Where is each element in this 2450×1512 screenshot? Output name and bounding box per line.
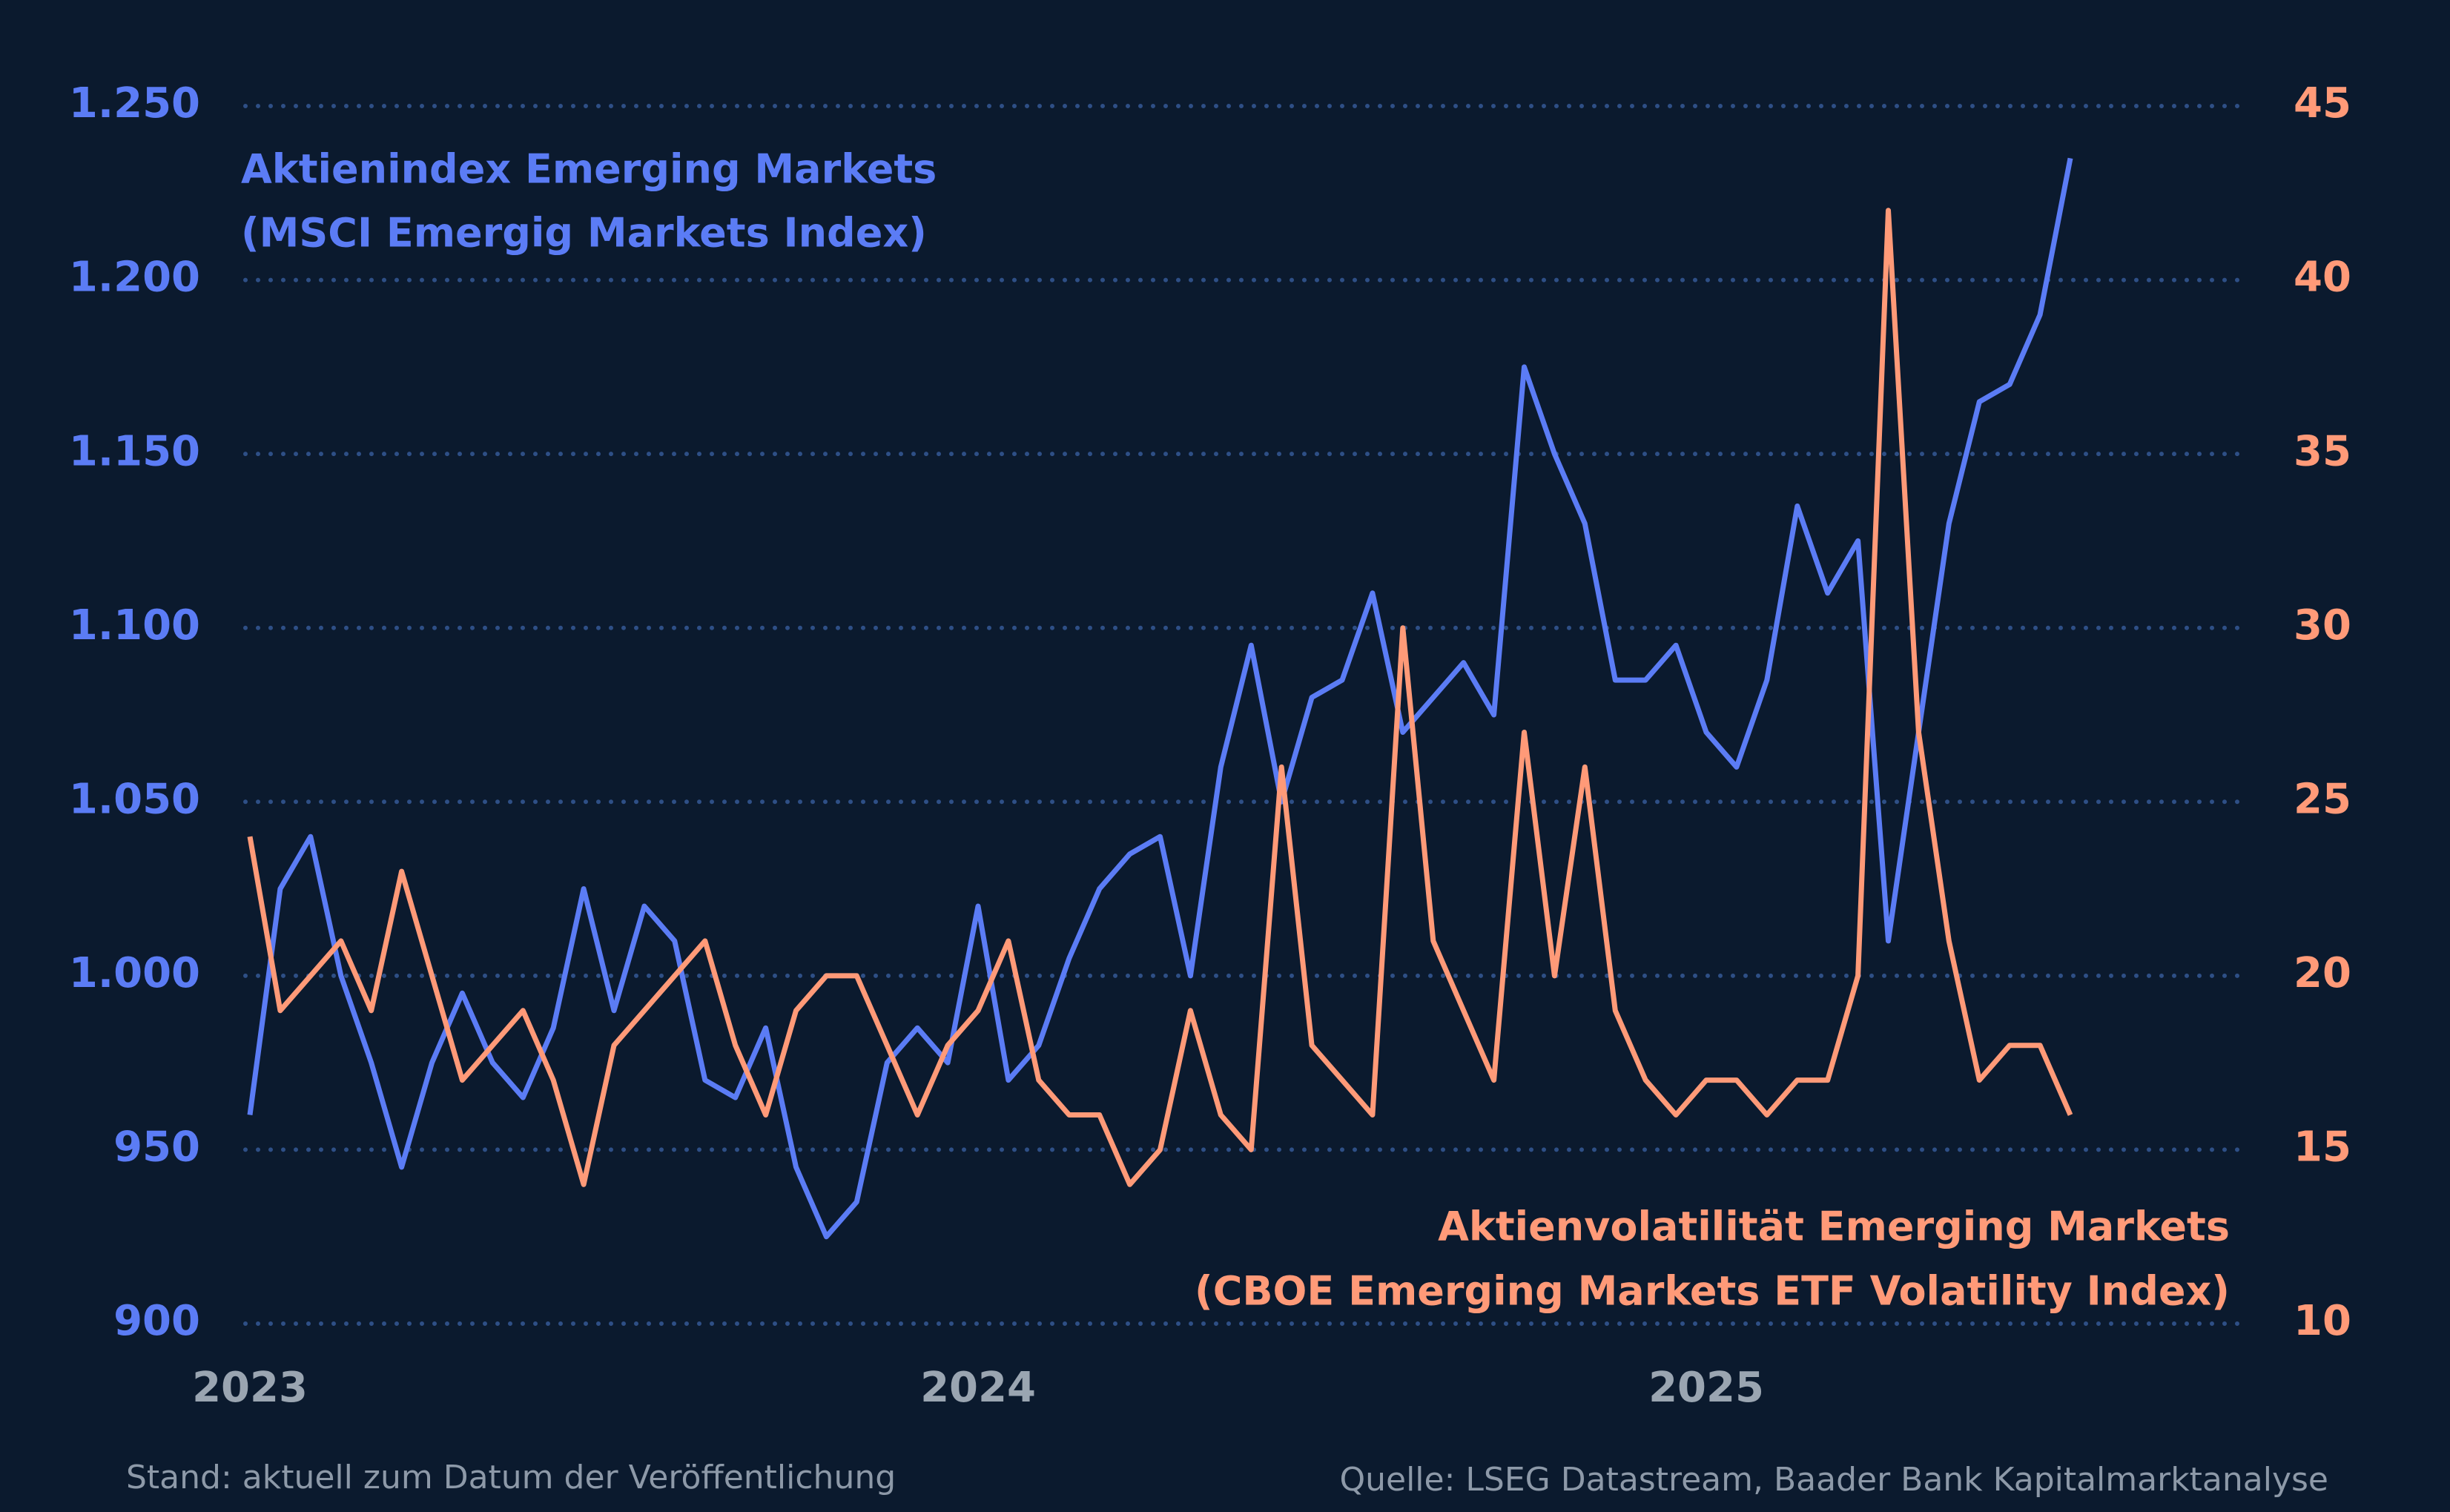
y2-tick-label: 40: [2294, 254, 2351, 302]
source: Quelle: LSEG Datastream, Baader Bank Kap…: [1339, 1461, 2328, 1499]
y2-tick-label: 25: [2294, 775, 2351, 823]
y-tick-label: 1.250: [69, 79, 200, 128]
annotation: Aktienvolatilität Emerging Markets: [1438, 1204, 2230, 1250]
y2-tick-label: 35: [2294, 427, 2351, 475]
x-tick-label: 2024: [920, 1364, 1036, 1412]
line-series: [247, 157, 2073, 1240]
y2-tick-label: 20: [2294, 949, 2351, 997]
x-tick-label: 2025: [1648, 1364, 1764, 1412]
y-tick-label: 900: [113, 1297, 200, 1345]
y2-tick-label: 10: [2294, 1297, 2351, 1345]
y-tick-label: 1.200: [69, 254, 200, 302]
line-series: [247, 208, 2073, 1187]
annotation: Aktienindex Emerging Markets: [241, 146, 937, 193]
y-tick-label: 1.100: [69, 601, 200, 650]
y2-tick-label: 30: [2294, 601, 2351, 650]
annotation: (CBOE Emerging Markets ETF Volatility In…: [1195, 1268, 2230, 1315]
y-tick-label: 1.050: [69, 775, 200, 823]
y-tick-label: 950: [113, 1123, 200, 1172]
x-tick-label: 2023: [192, 1364, 308, 1412]
y-tick-label: 1.150: [69, 427, 200, 475]
y2-tick-label: 45: [2294, 79, 2351, 128]
annotation: (MSCI Emergig Markets Index): [241, 210, 927, 257]
y-tick-label: 1.000: [69, 949, 200, 997]
y2-tick-label: 15: [2294, 1123, 2351, 1172]
note: Stand: aktuell zum Datum der Veröffentli…: [126, 1459, 896, 1496]
lines: [247, 157, 2073, 1240]
